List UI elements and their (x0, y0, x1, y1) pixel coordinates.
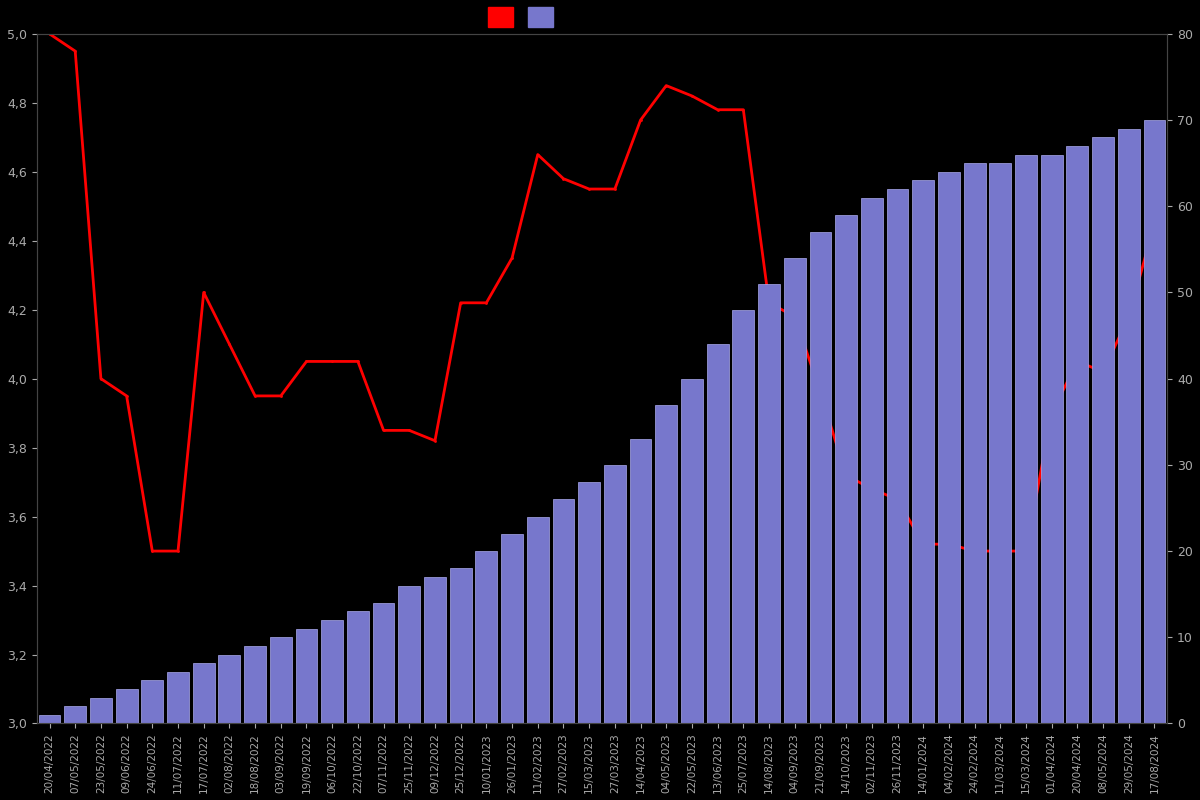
Point (708, 103, 727, 116)
Point (451, 297, 470, 310)
Point (143, 545, 162, 558)
Bar (552, 499, 575, 723)
Bar (682, 378, 703, 723)
Bar (784, 258, 805, 723)
Bar (1067, 146, 1088, 723)
Bar (295, 629, 318, 723)
Point (913, 538, 932, 550)
Bar (604, 465, 625, 723)
Point (348, 355, 367, 368)
Point (194, 286, 214, 299)
Point (296, 355, 316, 368)
Point (554, 172, 574, 185)
Point (400, 424, 419, 437)
Point (888, 493, 907, 506)
Point (323, 355, 342, 368)
Point (965, 545, 984, 558)
Bar (475, 551, 497, 723)
Point (66, 45, 85, 58)
Bar (218, 654, 240, 723)
Point (811, 386, 830, 399)
Point (991, 545, 1010, 558)
Point (605, 182, 624, 195)
Bar (835, 215, 857, 723)
Bar (938, 172, 960, 723)
Point (425, 434, 444, 447)
Point (220, 338, 239, 350)
Bar (142, 680, 163, 723)
Bar (989, 163, 1012, 723)
Point (580, 182, 599, 195)
Point (863, 482, 882, 495)
Point (528, 148, 547, 161)
Point (631, 114, 650, 126)
Bar (887, 189, 908, 723)
Point (785, 310, 804, 323)
Point (1042, 406, 1061, 419)
Bar (707, 344, 728, 723)
Bar (65, 706, 86, 723)
Point (760, 297, 779, 310)
Bar (38, 715, 60, 723)
Point (836, 469, 856, 482)
Point (476, 297, 496, 310)
Bar (244, 646, 266, 723)
Bar (1118, 129, 1140, 723)
Bar (502, 534, 523, 723)
Point (118, 390, 137, 402)
Legend: , : , (484, 3, 562, 31)
Bar (1040, 154, 1063, 723)
Bar (527, 517, 548, 723)
Bar (1015, 154, 1037, 723)
Point (168, 545, 187, 558)
Point (656, 79, 676, 92)
Bar (373, 602, 395, 723)
Bar (758, 284, 780, 723)
Bar (1092, 138, 1114, 723)
Point (1016, 545, 1036, 558)
Bar (578, 482, 600, 723)
Point (374, 424, 394, 437)
Point (683, 90, 702, 102)
Bar (167, 672, 188, 723)
Bar (398, 586, 420, 723)
Bar (964, 163, 985, 723)
Point (271, 390, 290, 402)
Point (246, 390, 265, 402)
Bar (322, 620, 343, 723)
Point (1068, 355, 1087, 368)
Bar (347, 611, 368, 723)
Point (40, 27, 59, 40)
Bar (90, 698, 112, 723)
Point (1145, 217, 1164, 230)
Bar (860, 198, 883, 723)
Bar (424, 577, 446, 723)
Point (91, 372, 110, 385)
Bar (810, 232, 832, 723)
Point (503, 251, 522, 264)
Bar (732, 310, 755, 723)
Bar (655, 405, 677, 723)
Point (733, 103, 752, 116)
Bar (193, 663, 215, 723)
Bar (630, 439, 652, 723)
Point (940, 538, 959, 550)
Bar (912, 181, 934, 723)
Point (1093, 366, 1112, 378)
Bar (450, 568, 472, 723)
Bar (270, 638, 292, 723)
Bar (115, 689, 138, 723)
Point (1120, 310, 1139, 323)
Bar (1144, 120, 1165, 723)
